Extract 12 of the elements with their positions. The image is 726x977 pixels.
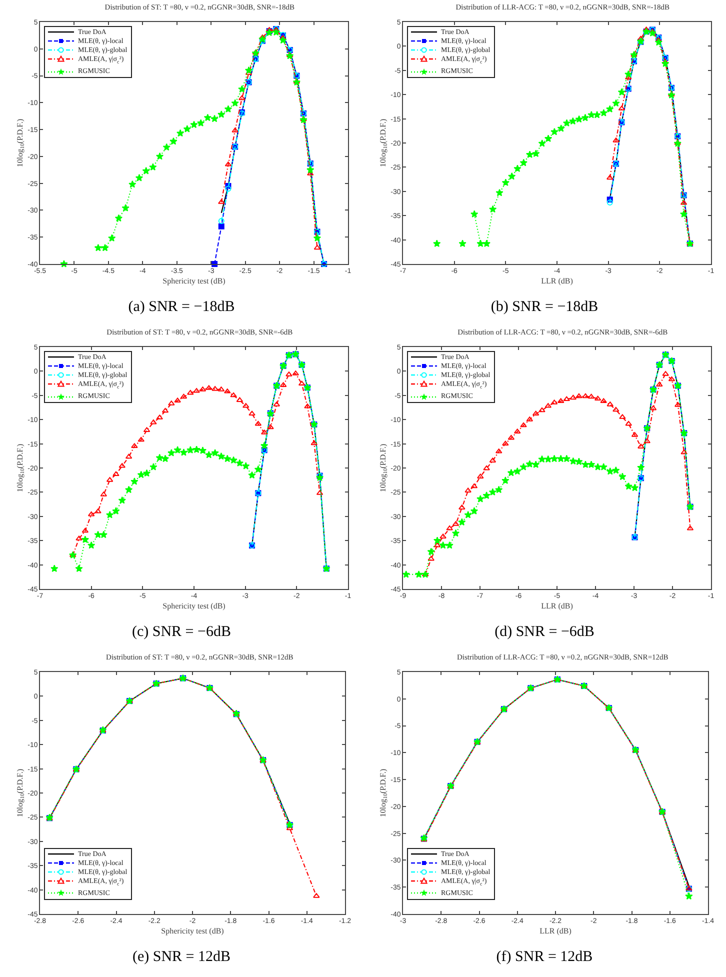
- x-axis-title: Sphericity test (dB): [162, 276, 226, 286]
- text: (a) SNR = −18dB: [127, 298, 236, 317]
- x-axis-title: LLR (dB): [540, 926, 572, 936]
- text: (b) SNR = −18dB: [490, 298, 600, 317]
- x-axis-title: LLR (dB): [541, 601, 574, 610]
- x-axis-title: Sphericity test (dB): [161, 926, 224, 936]
- text: (f) SNR = 12dB: [495, 948, 594, 967]
- text: (e) SNR = 12dB: [131, 948, 232, 967]
- x-axis-title: Sphericity test (dB): [162, 601, 226, 610]
- text: (d) SNR = −6dB: [494, 623, 596, 642]
- x-axis-title: LLR (dB): [541, 276, 574, 286]
- text: (c) SNR = −6dB: [130, 623, 232, 642]
